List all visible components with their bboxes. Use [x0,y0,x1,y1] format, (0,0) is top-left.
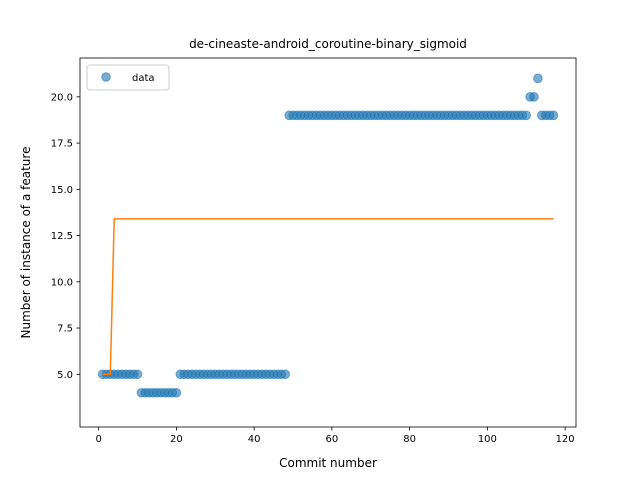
data-point [521,110,532,121]
y-tick-label: 7.5 [57,324,73,335]
legend: data [86,64,170,91]
y-tick-label: 12.5 [51,231,73,242]
y-tick-label: 20.0 [51,92,73,103]
axes-frame [79,57,577,428]
data-point [529,92,539,102]
y-tick-label: 15.0 [51,185,73,196]
data-point [132,369,143,380]
x-tick-label: 100 [478,434,497,445]
x-tick-label: 0 [95,434,101,445]
chart-title: de-cineaste-android_coroutine-binary_sig… [189,37,467,51]
data-point [533,73,543,84]
x-tick-label: 80 [403,434,416,445]
y-tick-label: 5.0 [57,370,73,381]
x-tick-label: 40 [248,434,261,445]
x-tick-label: 20 [170,434,183,445]
fit-line [102,218,554,376]
x-axis-label: Commit number [279,456,377,470]
data-point [171,387,182,398]
y-tick-label: 10.0 [51,277,73,288]
x-tick-label: 60 [326,434,339,445]
data-point [280,369,291,380]
y-tick-label: 17.5 [51,139,73,150]
legend-data-marker [101,72,111,82]
x-tick-label: 120 [556,434,575,445]
axis-ticks: 0 20 40 60 80 100 120 5.0 7.5 10.0 12.5 15.0 17.5 20.… [51,92,575,445]
legend-box [86,64,170,91]
legend-data-label: data [132,73,155,84]
data-point [548,110,559,121]
plot-area [97,73,559,398]
y-axis-label: Number of instance of a feature [19,147,33,339]
